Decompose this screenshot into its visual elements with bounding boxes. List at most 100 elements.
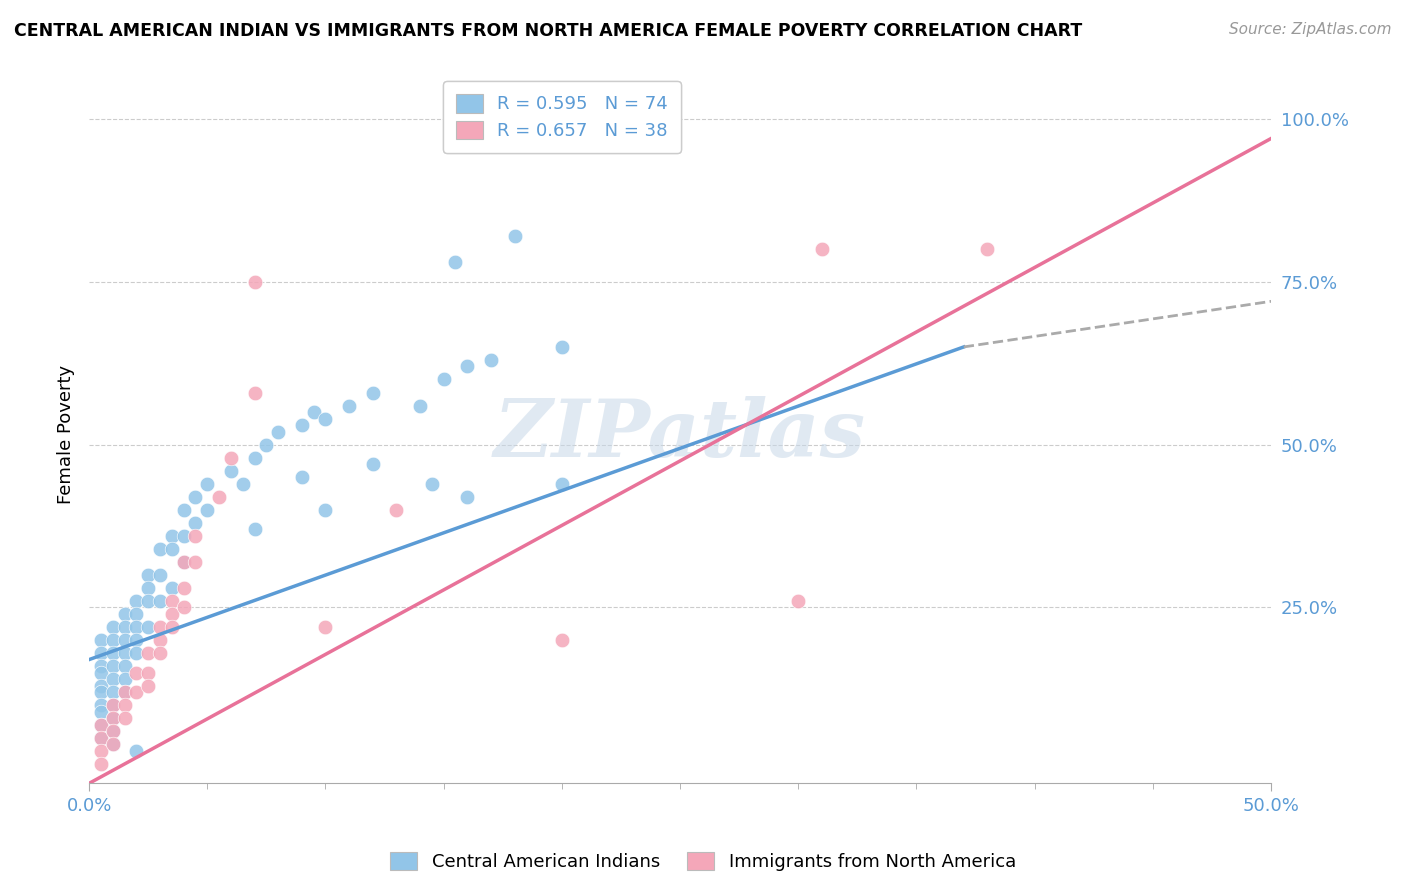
Point bbox=[219, 450, 242, 465]
Point bbox=[149, 541, 172, 556]
Point bbox=[195, 502, 218, 516]
Point bbox=[101, 698, 124, 713]
Point bbox=[125, 646, 148, 660]
Point bbox=[456, 490, 478, 504]
Point bbox=[160, 594, 183, 608]
Point bbox=[314, 411, 336, 425]
Point bbox=[114, 659, 136, 673]
Point bbox=[503, 229, 526, 244]
Point bbox=[361, 385, 384, 400]
Point bbox=[787, 594, 810, 608]
Point bbox=[90, 731, 112, 745]
Point bbox=[125, 607, 148, 621]
Point bbox=[314, 620, 336, 634]
Point bbox=[101, 672, 124, 686]
Point bbox=[149, 620, 172, 634]
Point bbox=[149, 594, 172, 608]
Point bbox=[291, 470, 314, 484]
Point bbox=[90, 679, 112, 693]
Point bbox=[811, 242, 834, 256]
Point bbox=[409, 399, 432, 413]
Point bbox=[361, 457, 384, 471]
Point bbox=[101, 620, 124, 634]
Point bbox=[160, 607, 183, 621]
Point bbox=[314, 502, 336, 516]
Point bbox=[136, 568, 159, 582]
Point bbox=[101, 659, 124, 673]
Point bbox=[160, 541, 183, 556]
Point bbox=[173, 581, 195, 595]
Point bbox=[90, 665, 112, 680]
Point bbox=[456, 359, 478, 374]
Point bbox=[125, 744, 148, 758]
Point bbox=[136, 620, 159, 634]
Point bbox=[243, 450, 266, 465]
Point bbox=[173, 502, 195, 516]
Point bbox=[90, 646, 112, 660]
Text: Source: ZipAtlas.com: Source: ZipAtlas.com bbox=[1229, 22, 1392, 37]
Point bbox=[149, 646, 172, 660]
Point bbox=[90, 685, 112, 699]
Point bbox=[101, 724, 124, 739]
Point bbox=[90, 731, 112, 745]
Point bbox=[101, 737, 124, 751]
Legend: Central American Indians, Immigrants from North America: Central American Indians, Immigrants fro… bbox=[382, 845, 1024, 879]
Point bbox=[433, 372, 456, 386]
Point bbox=[101, 685, 124, 699]
Point bbox=[90, 744, 112, 758]
Text: CENTRAL AMERICAN INDIAN VS IMMIGRANTS FROM NORTH AMERICA FEMALE POVERTY CORRELAT: CENTRAL AMERICAN INDIAN VS IMMIGRANTS FR… bbox=[14, 22, 1083, 40]
Point bbox=[136, 646, 159, 660]
Text: ZIPatlas: ZIPatlas bbox=[494, 396, 866, 474]
Point bbox=[136, 581, 159, 595]
Point bbox=[551, 633, 574, 648]
Point bbox=[420, 476, 443, 491]
Y-axis label: Female Poverty: Female Poverty bbox=[58, 366, 75, 504]
Point bbox=[101, 646, 124, 660]
Point bbox=[101, 737, 124, 751]
Point bbox=[101, 711, 124, 725]
Point bbox=[114, 633, 136, 648]
Point bbox=[551, 476, 574, 491]
Point bbox=[90, 717, 112, 731]
Point bbox=[173, 529, 195, 543]
Point bbox=[125, 665, 148, 680]
Point bbox=[254, 437, 277, 451]
Point bbox=[136, 679, 159, 693]
Point bbox=[444, 138, 467, 153]
Point bbox=[184, 516, 207, 530]
Point bbox=[114, 698, 136, 713]
Point bbox=[444, 255, 467, 269]
Point bbox=[243, 385, 266, 400]
Point bbox=[184, 529, 207, 543]
Point bbox=[385, 502, 408, 516]
Point bbox=[114, 711, 136, 725]
Point bbox=[101, 698, 124, 713]
Point bbox=[90, 659, 112, 673]
Point bbox=[184, 555, 207, 569]
Point bbox=[208, 490, 231, 504]
Point bbox=[90, 705, 112, 719]
Point bbox=[90, 633, 112, 648]
Point bbox=[160, 529, 183, 543]
Point bbox=[243, 522, 266, 536]
Point bbox=[976, 242, 998, 256]
Point bbox=[232, 476, 254, 491]
Point bbox=[114, 685, 136, 699]
Point bbox=[160, 581, 183, 595]
Point bbox=[114, 607, 136, 621]
Point bbox=[243, 275, 266, 289]
Point bbox=[302, 405, 325, 419]
Point bbox=[101, 711, 124, 725]
Point bbox=[149, 633, 172, 648]
Point bbox=[173, 600, 195, 615]
Point bbox=[90, 756, 112, 771]
Point bbox=[136, 665, 159, 680]
Point bbox=[125, 685, 148, 699]
Point bbox=[136, 594, 159, 608]
Point bbox=[114, 646, 136, 660]
Point bbox=[479, 353, 502, 368]
Point bbox=[114, 685, 136, 699]
Point bbox=[267, 425, 290, 439]
Point bbox=[125, 594, 148, 608]
Point bbox=[90, 698, 112, 713]
